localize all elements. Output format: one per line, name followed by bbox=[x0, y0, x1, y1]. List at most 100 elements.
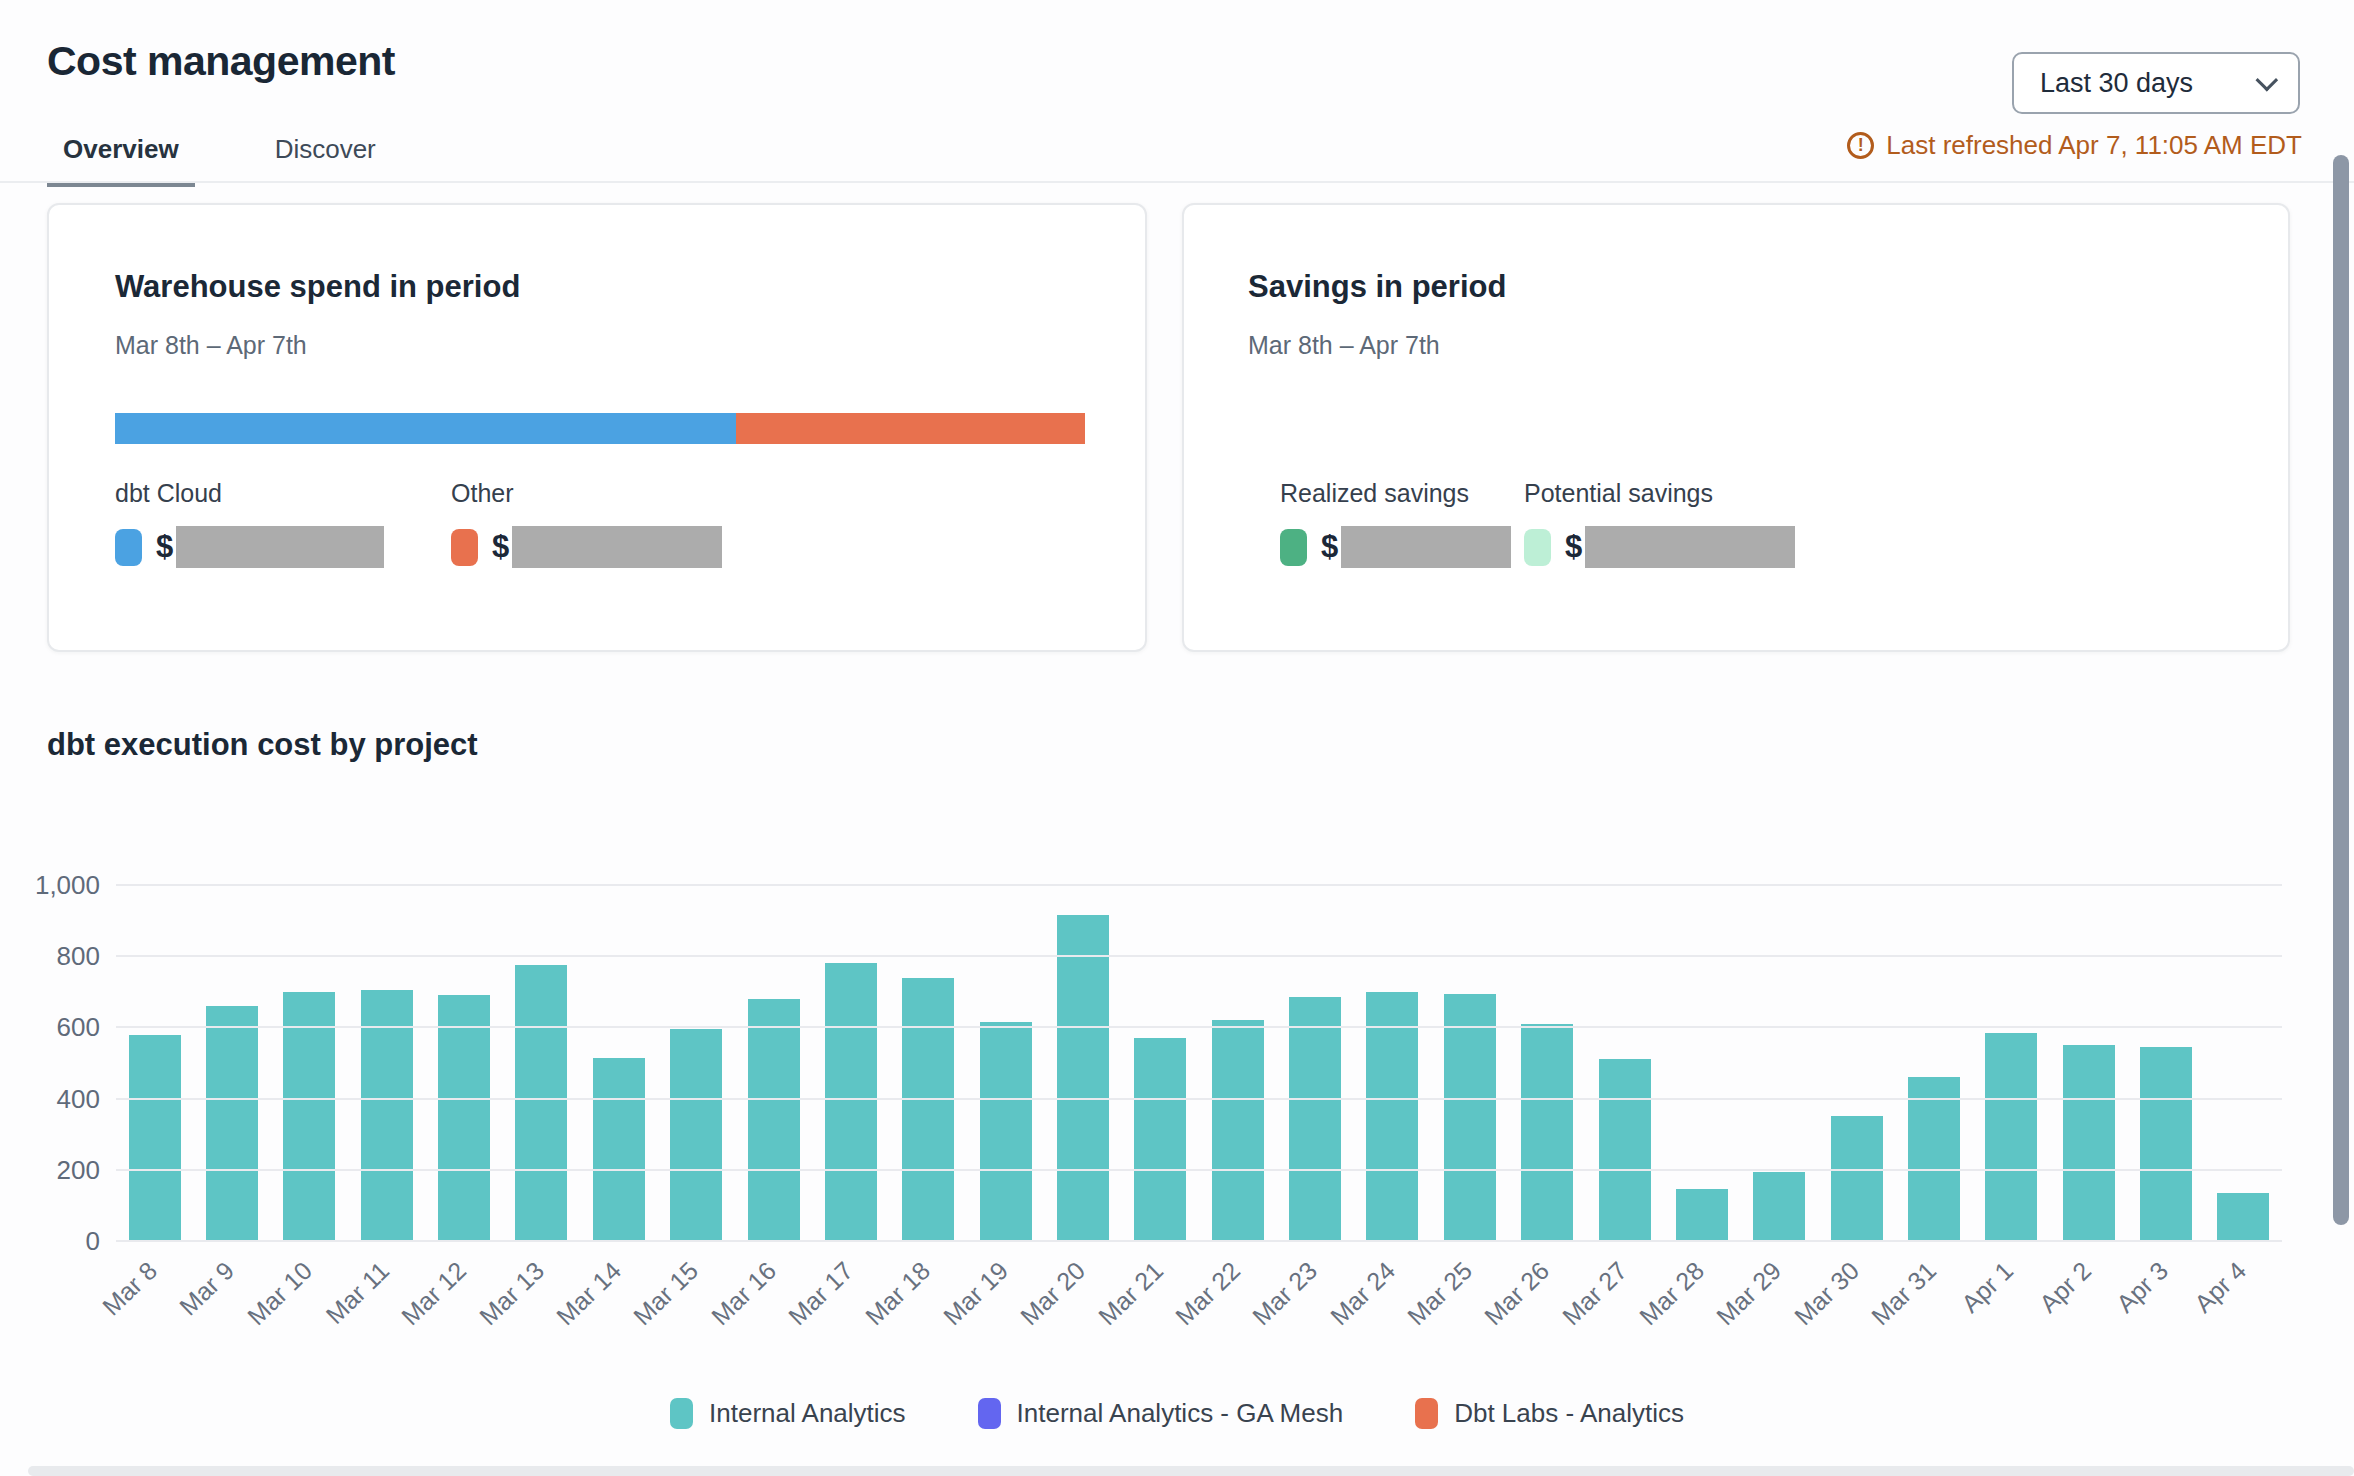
bar[interactable] bbox=[2217, 1193, 2269, 1241]
bar-chart-plot bbox=[116, 885, 2282, 1241]
horizontal-scrollbar[interactable] bbox=[28, 1466, 2354, 1476]
tab-discover[interactable]: Discover bbox=[259, 128, 392, 185]
bar[interactable] bbox=[2063, 1045, 2115, 1241]
x-axis-tick-label: Apr 4 bbox=[2188, 1256, 2251, 1318]
bar[interactable] bbox=[1057, 915, 1109, 1241]
spend-segment-other bbox=[736, 413, 1085, 444]
legend-item[interactable]: Internal Analytics - GA Mesh bbox=[978, 1398, 1344, 1429]
chevron-down-icon bbox=[2256, 69, 2279, 92]
bar[interactable] bbox=[1366, 992, 1418, 1241]
bar-column bbox=[1818, 885, 1895, 1241]
x-axis-tick-label: Mar 29 bbox=[1711, 1256, 1787, 1331]
gridline bbox=[116, 1240, 2282, 1242]
bar-column bbox=[1508, 885, 1585, 1241]
x-axis-tick-label: Mar 23 bbox=[1247, 1256, 1323, 1331]
x-axis-tick-label: Mar 17 bbox=[783, 1256, 859, 1331]
bar[interactable] bbox=[748, 999, 800, 1241]
bar[interactable] bbox=[2140, 1047, 2192, 1241]
bar[interactable] bbox=[1521, 1024, 1573, 1241]
bar-column bbox=[1586, 885, 1663, 1241]
bar[interactable] bbox=[670, 1029, 722, 1241]
bar[interactable] bbox=[283, 992, 335, 1241]
bar-column bbox=[658, 885, 735, 1241]
bar[interactable] bbox=[593, 1058, 645, 1241]
y-axis-tick-label: 1,000 bbox=[0, 870, 100, 900]
bar[interactable] bbox=[1444, 994, 1496, 1241]
gridline bbox=[116, 884, 2282, 886]
x-axis-tick-label: Mar 26 bbox=[1479, 1256, 1555, 1331]
legend-label: Dbt Labs - Analytics bbox=[1454, 1398, 1684, 1429]
bar[interactable] bbox=[825, 963, 877, 1241]
bar[interactable] bbox=[1212, 1020, 1264, 1241]
potential-savings-swatch bbox=[1524, 529, 1551, 566]
gridline bbox=[116, 955, 2282, 957]
bar[interactable] bbox=[1599, 1059, 1651, 1241]
x-axis-tick-label: Mar 10 bbox=[241, 1256, 317, 1331]
currency-symbol: $ bbox=[1321, 529, 1338, 565]
potential-savings-group: Potential savings $ bbox=[1524, 479, 1795, 568]
x-axis-tick-label: Mar 25 bbox=[1402, 1256, 1478, 1331]
bar[interactable] bbox=[1289, 997, 1341, 1241]
bar-column bbox=[580, 885, 657, 1241]
bar-column bbox=[1199, 885, 1276, 1241]
bar[interactable] bbox=[129, 1035, 181, 1241]
bar[interactable] bbox=[1753, 1172, 1805, 1241]
vertical-scrollbar[interactable] bbox=[2333, 155, 2349, 1225]
card-title: Warehouse spend in period bbox=[115, 269, 520, 305]
bar[interactable] bbox=[206, 1006, 258, 1241]
bar-column bbox=[812, 885, 889, 1241]
legend-swatch bbox=[1415, 1398, 1438, 1429]
bar[interactable] bbox=[1908, 1077, 1960, 1241]
y-axis-tick-label: 800 bbox=[0, 941, 100, 971]
tab-overview[interactable]: Overview bbox=[47, 128, 195, 185]
redacted-value bbox=[1585, 526, 1795, 568]
legend-label: Internal Analytics - GA Mesh bbox=[1017, 1398, 1344, 1429]
gridline bbox=[116, 1026, 2282, 1028]
y-axis-tick-label: 0 bbox=[0, 1226, 100, 1256]
tab-bar: Overview Discover bbox=[47, 128, 392, 185]
legend-swatch bbox=[978, 1398, 1001, 1429]
currency-symbol: $ bbox=[156, 529, 173, 565]
redacted-value bbox=[176, 526, 384, 568]
x-axis-tick-label: Mar 19 bbox=[938, 1256, 1014, 1331]
legend-swatch bbox=[670, 1398, 693, 1429]
x-axis-tick-label: Mar 16 bbox=[706, 1256, 782, 1331]
x-axis-tick-label: Mar 28 bbox=[1634, 1256, 1710, 1331]
bar-column bbox=[967, 885, 1044, 1241]
bar[interactable] bbox=[980, 1022, 1032, 1241]
other-spend-group: Other $ bbox=[451, 479, 722, 568]
bar-column bbox=[503, 885, 580, 1241]
x-axis-tick-label: Mar 12 bbox=[396, 1256, 472, 1331]
x-axis-tick-label: Mar 18 bbox=[860, 1256, 936, 1331]
warehouse-spend-card: Warehouse spend in period Mar 8th – Apr … bbox=[47, 203, 1147, 652]
bar[interactable] bbox=[438, 995, 490, 1241]
legend-item[interactable]: Internal Analytics bbox=[670, 1398, 906, 1429]
potential-savings-label: Potential savings bbox=[1524, 479, 1795, 508]
bar[interactable] bbox=[1676, 1189, 1728, 1241]
bar-column bbox=[193, 885, 270, 1241]
bar-column bbox=[348, 885, 425, 1241]
realized-savings-group: Realized savings $ bbox=[1280, 479, 1511, 568]
bar[interactable] bbox=[1985, 1033, 2037, 1241]
page-title: Cost management bbox=[47, 38, 395, 85]
bar[interactable] bbox=[1831, 1116, 1883, 1241]
bar-column bbox=[1741, 885, 1818, 1241]
x-axis-tick-label: Mar 13 bbox=[473, 1256, 549, 1331]
x-axis-tick-label: Mar 20 bbox=[1015, 1256, 1091, 1331]
x-axis-tick-label: Apr 3 bbox=[2111, 1256, 2174, 1318]
gridline bbox=[116, 1098, 2282, 1100]
y-axis-tick-label: 400 bbox=[0, 1084, 100, 1114]
bar-column bbox=[1663, 885, 1740, 1241]
bar-column bbox=[116, 885, 193, 1241]
legend-item[interactable]: Dbt Labs - Analytics bbox=[1415, 1398, 1684, 1429]
x-axis-tick-label: Mar 9 bbox=[174, 1256, 240, 1321]
dbt-cloud-swatch bbox=[115, 529, 142, 566]
other-label: Other bbox=[451, 479, 722, 508]
x-axis-tick-label: Mar 27 bbox=[1556, 1256, 1632, 1331]
bar[interactable] bbox=[1134, 1038, 1186, 1241]
bar[interactable] bbox=[902, 978, 954, 1241]
bar[interactable] bbox=[515, 965, 567, 1241]
x-axis-tick-label: Mar 21 bbox=[1092, 1256, 1168, 1331]
card-period: Mar 8th – Apr 7th bbox=[1248, 331, 1440, 360]
date-range-dropdown[interactable]: Last 30 days bbox=[2012, 52, 2300, 114]
